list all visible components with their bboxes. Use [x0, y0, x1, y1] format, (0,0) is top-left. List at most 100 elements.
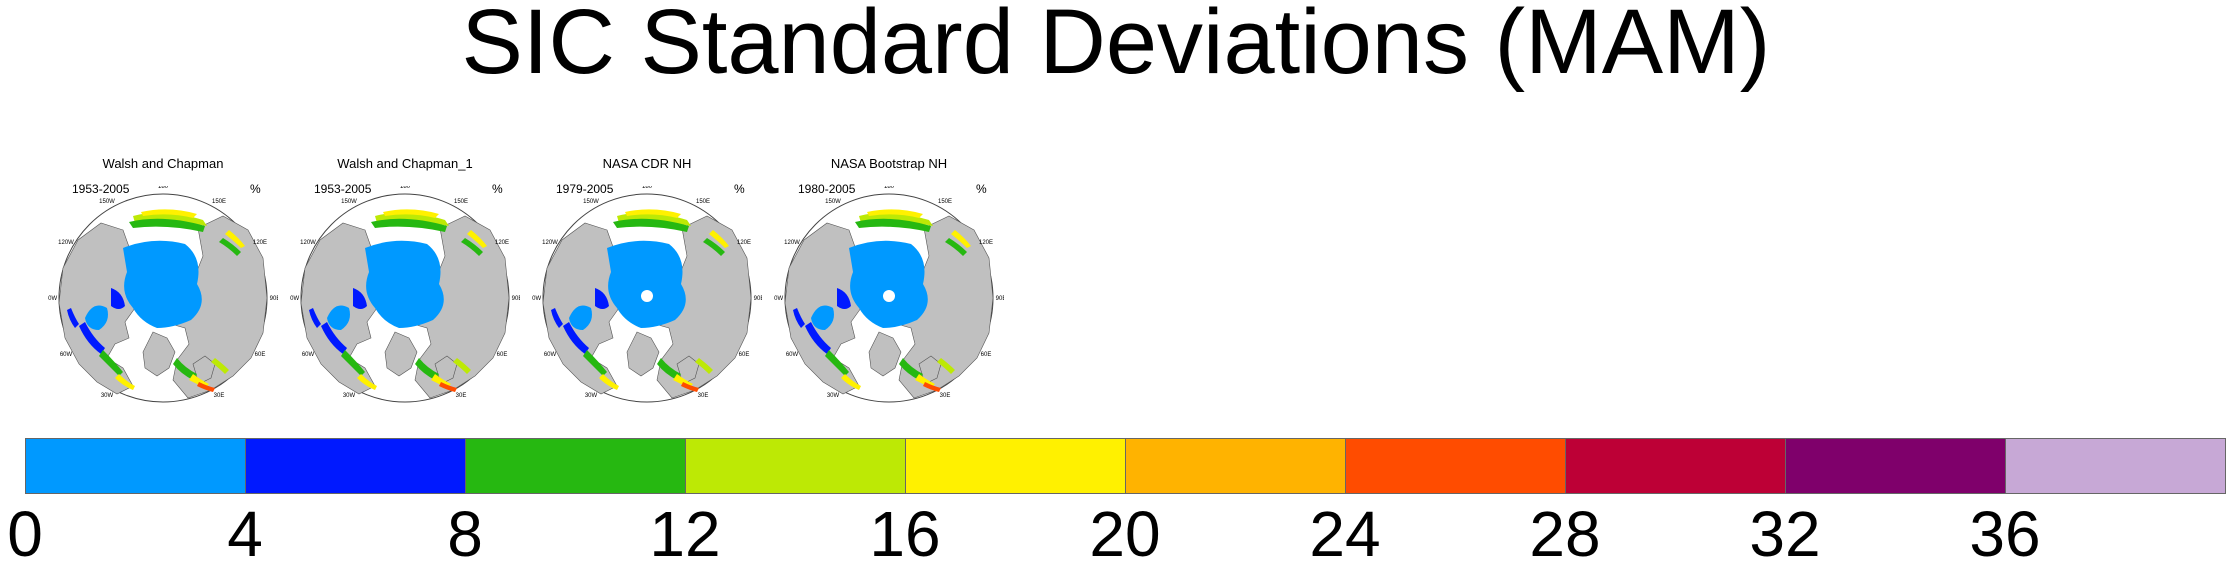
colorbar-segment: [1125, 438, 1346, 494]
land-mass: [626, 331, 660, 377]
longitude-label: 60E: [255, 352, 266, 358]
longitude-label: 120W: [784, 240, 800, 246]
longitude-label: 180: [400, 186, 411, 190]
map-panel-nasa-cdr-nh: NASA CDR NH 1979-2005 % 180 150E 120E 90E 60…: [532, 156, 762, 404]
sea-ice-variability-band: [309, 308, 321, 328]
colorbar-segment: [905, 438, 1126, 494]
longitude-label: 180: [158, 186, 169, 190]
sea-ice-variability-band: [563, 322, 589, 354]
panel-title: Walsh and Chapman_1: [337, 156, 473, 171]
land-mass: [142, 331, 176, 377]
longitude-label: 90E: [754, 296, 762, 302]
sea-ice-variability-band: [793, 308, 805, 328]
figure-title: SIC Standard Deviations (MAM): [461, 0, 1771, 93]
sea-ice-variability-band: [613, 218, 689, 232]
longitude-label: 120E: [253, 240, 267, 246]
sea-ice-variability-band: [357, 374, 377, 390]
sea-ice-variability-band: [855, 218, 931, 232]
longitude-label: 60E: [981, 352, 992, 358]
sea-ice-variability-band: [141, 209, 197, 218]
colorbar-segment: [465, 438, 686, 494]
longitude-label: 120E: [979, 240, 993, 246]
polar-stereographic-map: 180150E120E90E60E30E030W60W90W120W150W: [48, 186, 278, 403]
sea-ice-variability-band: [341, 350, 365, 376]
sea-ice-archipelago: [353, 288, 367, 309]
colorbar-segment: [685, 438, 906, 494]
colorbar-tick-label: 20: [1089, 498, 1161, 570]
sea-ice-variability-band: [219, 238, 241, 256]
sea-ice-hudson: [569, 305, 592, 330]
sea-ice-variability-band: [211, 358, 229, 374]
sea-ice-variability-band: [937, 358, 955, 374]
longitude-label: 90E: [270, 296, 278, 302]
longitude-label: 120W: [542, 240, 558, 246]
sea-ice-variability-band: [805, 322, 831, 354]
colorbar: [25, 438, 2226, 496]
longitude-label: 30E: [456, 393, 467, 399]
sea-ice-variability-band: [583, 350, 607, 376]
longitude-label: 90E: [512, 296, 520, 302]
longitude-label: 90W: [48, 296, 58, 302]
longitude-label: 150W: [99, 199, 115, 205]
longitude-label: 150W: [583, 199, 599, 205]
sea-ice-variability-band: [657, 358, 681, 380]
longitude-label: 90W: [774, 296, 784, 302]
map-panel-nasa-bootstrap-nh: NASA Bootstrap NH 1980-2005 % 180 150E 120…: [774, 156, 1004, 404]
colorbar-tick-label: 36: [1969, 498, 2041, 570]
panel-title: NASA Bootstrap NH: [830, 156, 948, 171]
sea-ice-core: [123, 240, 202, 328]
map-layers: [300, 209, 510, 399]
panel-period: 1979-2005: [556, 182, 614, 196]
land-mass: [868, 331, 902, 377]
pole-hole: [883, 290, 895, 302]
sea-ice-variability-band: [681, 382, 699, 392]
map-layers: [542, 209, 752, 399]
land-mass: [384, 331, 418, 377]
colorbar-tick-label: 4: [227, 498, 263, 570]
longitude-label: 30W: [343, 393, 356, 399]
longitude-label: 150E: [938, 199, 952, 205]
longitude-label: 120E: [495, 240, 509, 246]
map-panel-walsh-chapman-1: Walsh and Chapman_1 1953-2005 % 180 150E 1…: [290, 156, 520, 404]
sea-ice-variability-band: [67, 308, 79, 328]
sea-ice-variability-band: [867, 209, 923, 218]
panel-unit: %: [976, 182, 987, 196]
colorbar-tick-label: 16: [869, 498, 941, 570]
longitude-label: 150E: [696, 199, 710, 205]
sea-ice-hudson: [85, 305, 108, 330]
sea-ice-core: [849, 240, 928, 328]
longitude-label: 180: [642, 186, 653, 190]
longitude-label: 60W: [544, 352, 557, 358]
colorbar-tick-label: 32: [1749, 498, 1821, 570]
longitude-label: 120W: [58, 240, 74, 246]
sea-ice-variability-band: [625, 209, 681, 218]
longitude-label: 90W: [290, 296, 300, 302]
sea-ice-variability-band: [841, 374, 861, 390]
colorbar-tick-label: 12: [649, 498, 721, 570]
sea-ice-variability-band: [225, 230, 245, 248]
sea-ice-variability-band: [371, 218, 447, 232]
panel-period: 1953-2005: [72, 182, 130, 196]
panel-title: Walsh and Chapman: [102, 156, 224, 171]
longitude-label: 60E: [739, 352, 750, 358]
longitude-label: 150E: [212, 199, 226, 205]
longitude-label: 90W: [532, 296, 542, 302]
map-layers: [784, 209, 994, 399]
panel-unit: %: [734, 182, 745, 196]
longitude-label: 30E: [214, 393, 225, 399]
sea-ice-variability-band: [99, 350, 123, 376]
colorbar-segment: [1565, 438, 1786, 494]
sea-ice-core: [365, 240, 444, 328]
sea-ice-variability-band: [551, 308, 563, 328]
sea-ice-hudson: [811, 305, 834, 330]
longitude-label: 90E: [996, 296, 1004, 302]
colorbar-segment: [2005, 438, 2226, 494]
sea-ice-variability-band: [453, 358, 471, 374]
sea-ice-variability-band: [599, 374, 619, 390]
sea-ice-variability-band: [467, 230, 487, 248]
panel-unit: %: [492, 182, 503, 196]
longitude-label: 120E: [737, 240, 751, 246]
colorbar-tick-label: 0: [7, 498, 43, 570]
polar-stereographic-map: 180150E120E90E60E30E030W60W90W120W150W: [774, 186, 1004, 403]
colorbar-tick-label: 8: [447, 498, 483, 570]
